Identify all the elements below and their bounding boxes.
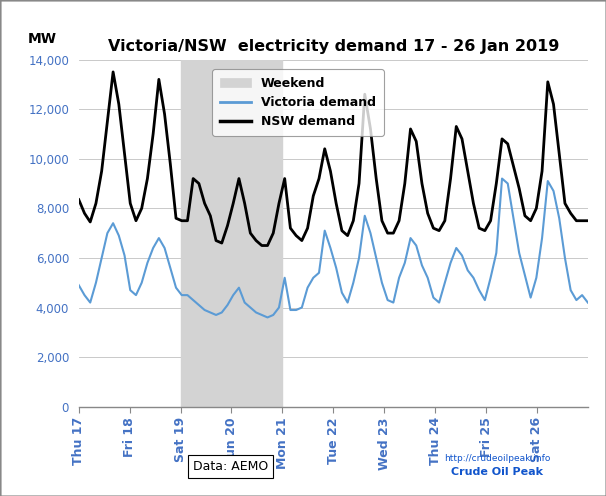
Text: MW: MW <box>28 32 57 46</box>
Text: Data: AEMO: Data: AEMO <box>193 460 268 473</box>
Text: Crude Oil Peak: Crude Oil Peak <box>451 467 543 477</box>
Title: Victoria/NSW  electricity demand 17 - 26 Jan 2019: Victoria/NSW electricity demand 17 - 26 … <box>108 39 559 54</box>
Bar <box>181 60 282 407</box>
Text: http://crudeoilpeak.info: http://crudeoilpeak.info <box>444 454 550 463</box>
Legend: Weekend, Victoria demand, NSW demand: Weekend, Victoria demand, NSW demand <box>212 69 384 136</box>
